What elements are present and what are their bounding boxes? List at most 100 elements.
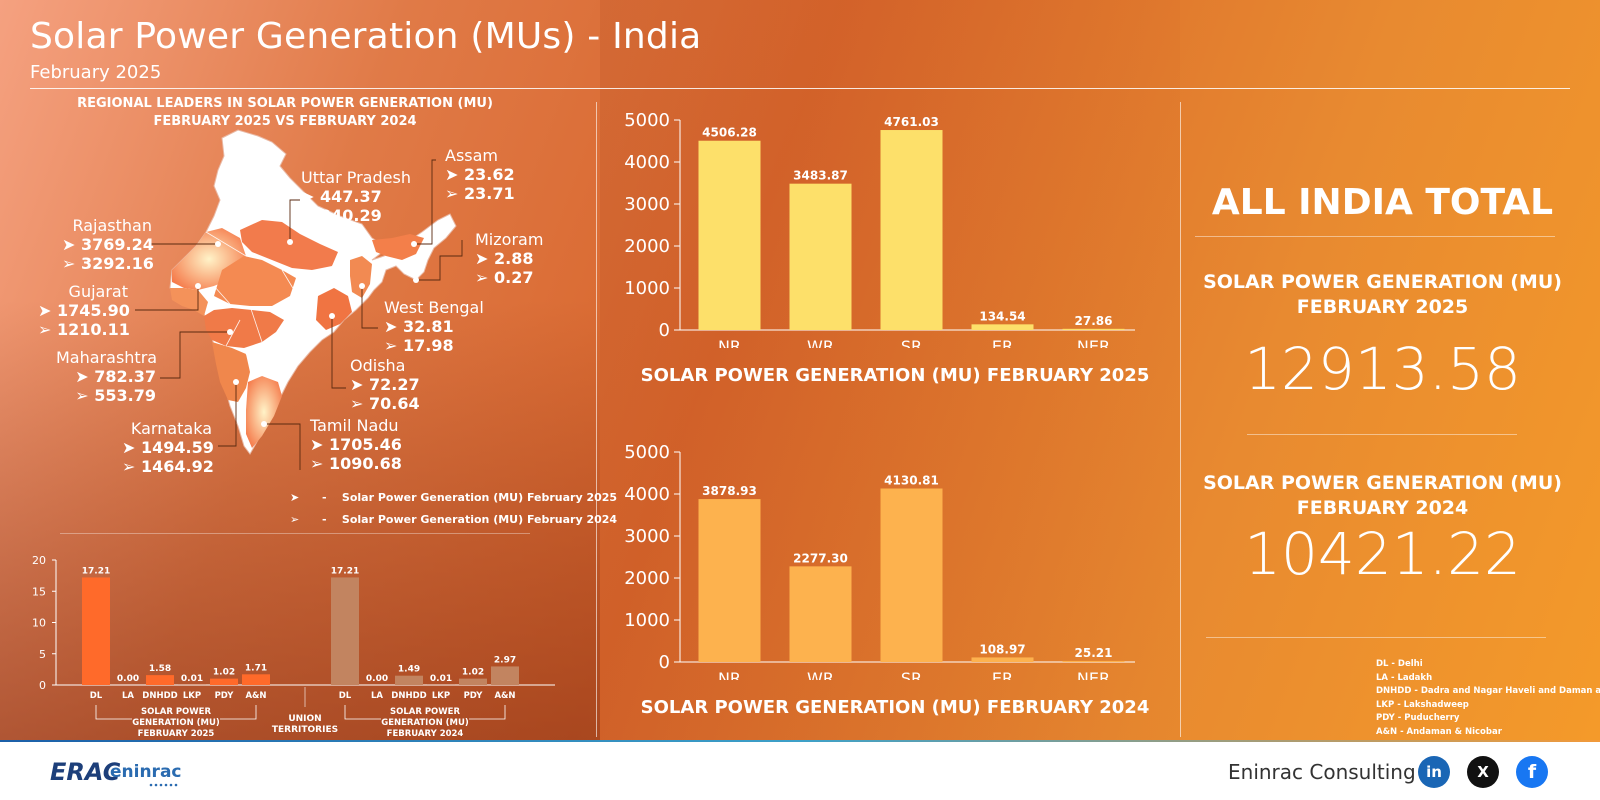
summary-label-2025-line-1: SOLAR POWER GENERATION (MU) <box>1203 271 1562 293</box>
map-section-rule <box>60 533 530 534</box>
arrow-outline-icon: ➢ <box>38 320 52 339</box>
value-2025: 447.37 <box>319 187 382 206</box>
chart-2025-caption: SOLAR POWER GENERATION (MU) FEBRUARY 202… <box>640 365 1150 386</box>
summary-label-2024-line-1: SOLAR POWER GENERATION (MU) <box>1203 472 1562 494</box>
facebook-icon[interactable]: f <box>1516 756 1548 788</box>
bar <box>1062 328 1125 330</box>
abbreviation-item: PDY - Puducherry <box>1376 713 1460 723</box>
bar <box>491 666 519 685</box>
ut-center-label: UNION <box>288 714 321 724</box>
data-label: 1.02 <box>213 668 235 678</box>
summary-label-2024-line-2: FEBRUARY 2024 <box>1296 497 1469 519</box>
data-label: 134.54 <box>979 309 1025 323</box>
bar <box>146 675 174 685</box>
arrow-solid-icon: ➤ <box>301 187 315 206</box>
data-label: 2.97 <box>494 655 516 665</box>
y-tick-label: 5000 <box>624 442 670 463</box>
y-tick-label: 0 <box>659 320 670 341</box>
state-callout-odisha: Odisha ➤ 72.27 ➢ 70.64 <box>350 356 420 413</box>
total-2024-value: 10421.22 <box>1244 520 1521 588</box>
value-2025: 1745.90 <box>56 301 130 320</box>
state-callout-karnataka: Karnataka ➤ 1494.59 ➢ 1464.92 <box>122 419 214 476</box>
data-label: 0.01 <box>430 674 452 684</box>
arrow-solid-icon: ➤ <box>75 367 89 386</box>
value-2025: 3769.24 <box>80 235 154 254</box>
bar <box>698 499 761 662</box>
map-region-tamilnadu <box>246 376 282 448</box>
group-bracket <box>344 705 381 720</box>
group-caption: FEBRUARY 2025 <box>138 729 215 738</box>
value-2025: 1494.59 <box>140 438 214 457</box>
data-label: 1.71 <box>245 663 267 673</box>
state-name: Maharashtra <box>56 348 158 367</box>
x-tick-label: DL <box>339 691 352 701</box>
group-caption: GENERATION (MU) <box>132 718 220 728</box>
value-2024: 1090.68 <box>328 454 402 473</box>
regional-bar-chart-2024: 0 1000 2000 3000 4000 5000 3878.93 NR 2277.30 WR 4… <box>624 442 1135 680</box>
y-tick-label: 3000 <box>624 194 670 215</box>
data-label: 3483.87 <box>793 169 848 183</box>
value-2024: 553.79 <box>94 386 156 405</box>
value-2025: 1705.46 <box>328 435 402 454</box>
abbreviation-item: DL - Delhi <box>1376 659 1423 669</box>
value-2024: 340.29 <box>319 206 382 225</box>
bar <box>82 577 110 685</box>
bar <box>210 678 238 685</box>
value-2025: 23.62 <box>463 165 515 184</box>
arrow-outline-icon: ➢ <box>350 394 364 413</box>
x-tick-label: NER <box>1077 669 1110 680</box>
state-name: Rajasthan <box>72 216 152 235</box>
y-tick-label: 4000 <box>624 152 670 173</box>
value-2024: 1210.11 <box>56 320 130 339</box>
map-title-line-1: REGIONAL LEADERS IN SOLAR POWER GENERATI… <box>77 96 493 111</box>
x-tick-label: LA <box>371 691 383 701</box>
map-title-line-2: FEBRUARY 2025 VS FEBRUARY 2024 <box>153 114 417 129</box>
x-tick-label: WR <box>807 669 834 680</box>
value-2025: 2.88 <box>493 249 534 268</box>
logo-mark-text: ERAC <box>50 758 121 786</box>
data-label: 0.00 <box>117 674 139 684</box>
x-tick-label: A&N <box>494 691 515 701</box>
linkedin-icon[interactable]: in <box>1418 756 1450 788</box>
company-logo[interactable]: ERAC eninrac <box>50 756 190 788</box>
arrow-outline-icon: ➢ <box>290 513 300 526</box>
y-tick-label: 1000 <box>624 278 670 299</box>
data-label: 108.97 <box>979 642 1025 656</box>
bar <box>971 657 1034 662</box>
legend-dash: - <box>322 513 327 526</box>
group-caption: SOLAR POWER <box>141 707 211 717</box>
arrow-solid-icon: ➤ <box>384 317 398 336</box>
state-callout-uttar-pradesh: Uttar Pradesh ➤ 447.37 ➢ 340.29 <box>301 168 411 225</box>
group-bracket <box>469 705 506 720</box>
x-twitter-icon[interactable]: X <box>1467 756 1499 788</box>
abbreviation-item: LKP - Lakshadweep <box>1376 699 1469 710</box>
state-callout-mizoram: Mizoram ➤ 2.88 ➢ 0.27 <box>475 230 543 287</box>
y-tick-label: 2000 <box>624 236 670 257</box>
x-tick-label: LKP <box>183 691 201 701</box>
value-2024: 23.71 <box>463 184 515 203</box>
data-label: 4506.28 <box>702 126 757 140</box>
y-tick-label: 0 <box>659 652 670 673</box>
arrow-outline-icon: ➢ <box>122 457 136 476</box>
abbreviation-list: DL - Delhi LA - Ladakh DNHDD - Dadra and… <box>1376 658 1600 739</box>
data-label: 4130.81 <box>884 474 939 488</box>
arrow-solid-icon: ➤ <box>475 249 489 268</box>
group-bracket <box>220 705 257 720</box>
value-2025: 782.37 <box>94 367 156 386</box>
state-name: Mizoram <box>475 230 544 249</box>
x-tick-label: NR <box>718 669 741 680</box>
value-2025: 72.27 <box>368 375 420 394</box>
state-name: Uttar Pradesh <box>301 168 411 187</box>
x-tick-label: A&N <box>245 691 266 701</box>
group-caption: GENERATION (MU) <box>381 718 469 728</box>
summary-divider-1 <box>1195 236 1555 237</box>
x-tick-label: PDY <box>464 691 484 701</box>
map-region-westbengal <box>350 256 372 298</box>
bar <box>971 324 1034 330</box>
y-tick-label: 20 <box>32 554 46 567</box>
section-divider-right <box>1180 102 1181 737</box>
state-name: Assam <box>445 146 499 165</box>
data-label: 1.58 <box>149 664 171 674</box>
x-tick-label: ER <box>992 337 1013 348</box>
legend-label: Solar Power Generation (MU) February 202… <box>341 491 618 504</box>
